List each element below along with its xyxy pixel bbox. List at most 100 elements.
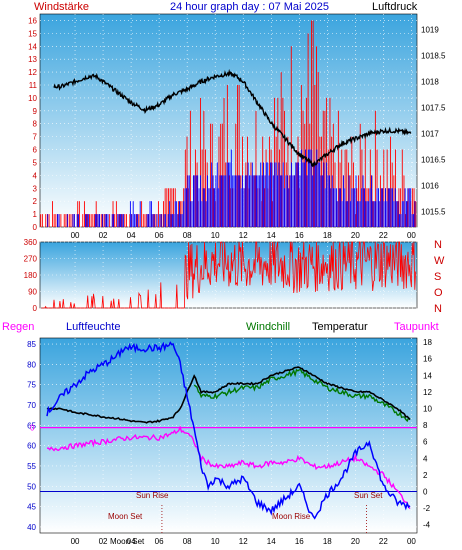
climate-x-tick-label: 20: [351, 537, 360, 546]
wind-tick-label: 9: [33, 107, 38, 116]
wind-tick-label: 14: [28, 42, 37, 51]
wind-tick-label: 1: [33, 210, 38, 219]
direction-tick-label: 360: [24, 238, 38, 247]
pressure-tick-label: 1018.5: [421, 52, 446, 61]
wind-x-tick-label: 18: [323, 231, 332, 240]
temperature-tick-label: 8: [423, 421, 428, 430]
climate-x-tick-label: 22: [379, 537, 388, 546]
wind-tick-label: 8: [33, 120, 38, 129]
pressure-tick-label: 1016: [421, 181, 439, 190]
wind-tick-label: 11: [29, 81, 38, 90]
temperature-tick-label: 14: [423, 371, 432, 380]
temperature-tick-label: 4: [423, 454, 428, 463]
humidity-tick-label: 65: [27, 421, 36, 430]
climate-x-tick-label: 06: [155, 537, 164, 546]
pressure-tick-label: 1018: [421, 78, 439, 87]
climate-x-tick-label: 02: [99, 537, 108, 546]
annotation-sun-set: Sun Set: [354, 491, 383, 500]
wind-tick-label: 16: [28, 16, 37, 25]
humidity-tick-label: 40: [27, 523, 36, 532]
annotation-sun-rise: Sun Rise: [136, 491, 169, 500]
humidity-tick-label: 85: [27, 340, 36, 349]
wind-tick-label: 7: [33, 133, 38, 142]
direction-plot: [41, 241, 416, 309]
wind-x-tick-label: 12: [239, 231, 248, 240]
direction-tick-label: 180: [24, 271, 38, 280]
wind-tick-label: 3: [33, 184, 38, 193]
wind-x-tick-label: 04: [127, 231, 136, 240]
legend-regen: Regen: [2, 321, 34, 333]
humidity-tick-label: 45: [27, 503, 36, 512]
pressure-tick-label: 1017: [421, 129, 439, 138]
dir-label-n-top: N: [434, 239, 442, 251]
humidity-tick-label: 80: [27, 360, 36, 369]
wind-tick-label: 6: [33, 146, 38, 155]
annotation-moon-set: Moon Set: [108, 512, 143, 521]
header-right-label: Luftdruck: [372, 1, 418, 13]
pressure-tick-label: 1019: [421, 26, 439, 35]
wind-x-tick-label: 06: [155, 231, 164, 240]
wind-x-tick-label: 00: [71, 231, 80, 240]
pressure-tick-label: 1017.5: [421, 104, 446, 113]
temperature-tick-label: 6: [423, 438, 428, 447]
temperature-tick-label: 18: [423, 338, 432, 347]
axes-labels: 0123456789101112131415161015.510161016.5…: [24, 16, 446, 546]
legend-windchill: Windchill: [246, 321, 290, 333]
climate-x-tick-label: 18: [323, 537, 332, 546]
dir-label-o: O: [434, 287, 443, 299]
climate-x-tick-label: 16: [295, 537, 304, 546]
humidity-tick-label: 50: [27, 482, 36, 491]
temperature-tick-label: -2: [423, 504, 431, 513]
humidity-tick-label: 75: [27, 381, 36, 390]
temperature-line: [46, 366, 411, 424]
climate-x-tick-label: 00: [71, 537, 80, 546]
wind-x-tick-label: 10: [211, 231, 220, 240]
direction-tick-label: 90: [28, 288, 37, 297]
climate-x-tick-label: 04: [127, 537, 136, 546]
humidity-line: [46, 341, 411, 520]
dir-label-w: W: [434, 255, 445, 267]
pressure-tick-label: 1015.5: [421, 207, 446, 216]
wind-tick-label: 0: [33, 223, 38, 232]
climate-x-tick-label: 10: [211, 537, 220, 546]
direction-tick-label: 270: [24, 255, 38, 264]
pressure-tick-label: 1016.5: [421, 155, 446, 164]
temperature-tick-label: 12: [423, 388, 432, 397]
wind-tick-label: 10: [28, 94, 37, 103]
temperature-tick-label: 0: [423, 488, 428, 497]
header-left-label: Windstärke: [34, 1, 89, 13]
climate-x-tick-label: 12: [239, 537, 248, 546]
climate-plot: [46, 341, 411, 520]
pressure-line: [53, 68, 412, 168]
wind-tick-label: 5: [33, 158, 38, 167]
wind-tick-label: 4: [33, 171, 38, 180]
climate-x-tick-label: 08: [183, 537, 192, 546]
wind-tick-label: 12: [28, 68, 37, 77]
chart-title: 24 hour graph day : 07 Mai 2025: [170, 1, 329, 13]
wind-tick-label: 15: [28, 29, 37, 38]
annotation-moon-rise: Moon Rise: [272, 512, 311, 521]
wind-x-tick-label: 00: [407, 231, 416, 240]
legend-temperatur: Temperatur: [312, 321, 368, 333]
wind-x-tick-label: 22: [379, 231, 388, 240]
dewpoint-zero-label: 0: [30, 424, 35, 433]
wind-x-tick-label: 14: [267, 231, 276, 240]
legend-luftfeuchte: Luftfeuchte: [66, 321, 120, 333]
humidity-tick-label: 55: [27, 462, 36, 471]
climate-x-tick-label: 14: [267, 537, 276, 546]
temperature-tick-label: 10: [423, 405, 432, 414]
humidity-tick-label: 70: [27, 401, 36, 410]
windchill-line: [193, 368, 411, 423]
climate-panel-grid: [40, 338, 417, 533]
temperature-tick-label: 16: [423, 355, 432, 364]
wind-x-tick-label: 20: [351, 231, 360, 240]
direction-tick-label: 0: [33, 304, 38, 313]
dir-label-n-bottom: N: [434, 303, 442, 315]
wind-plot: [40, 20, 417, 227]
climate-x-tick-label: 00: [407, 537, 416, 546]
wind-x-tick-label: 02: [99, 231, 108, 240]
wind-x-tick-label: 08: [183, 231, 192, 240]
temperature-tick-label: -4: [423, 521, 431, 530]
wind-direction-line: [41, 241, 416, 309]
